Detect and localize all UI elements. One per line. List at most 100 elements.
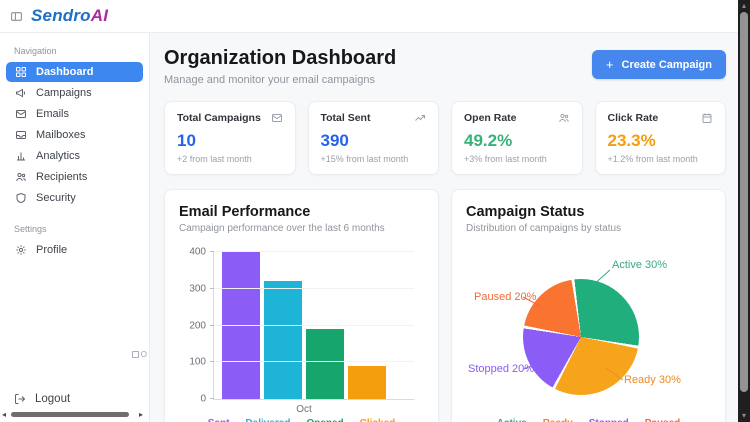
users-icon <box>558 113 569 123</box>
legend-item-active: Active <box>497 418 527 422</box>
create-campaign-button[interactable]: + Create Campaign <box>591 50 726 79</box>
charts-row: Email Performance Campaign performance o… <box>164 189 726 422</box>
logout-label: Logout <box>35 393 71 405</box>
y-tick-label: 300 <box>189 283 206 295</box>
sidebar-item-analytics[interactable]: Analytics <box>6 146 143 166</box>
sidebar-item-security[interactable]: Security <box>6 188 143 208</box>
y-tick-mark <box>210 251 214 252</box>
sidebar-item-label: Analytics <box>36 150 81 162</box>
sidebar-item-label: Campaigns <box>36 87 92 99</box>
legend-item-stopped: Stopped <box>589 418 629 422</box>
legend-item-opened: Opened <box>306 418 343 422</box>
sidebar-toggle-icon[interactable] <box>10 10 23 23</box>
stat-value: 390 <box>320 131 349 150</box>
stats-row: Total Campaigns 10 +2 from last month To… <box>164 101 726 175</box>
x-axis-label: Oct <box>296 404 312 415</box>
y-tick-label: 200 <box>189 320 206 331</box>
app-logo[interactable]: SendroAI <box>31 6 108 26</box>
pie-chart-legend: Active Ready Stopped Paused <box>466 418 711 422</box>
bar-chart-legend: Sent Delivered Opened Clicked <box>179 418 424 422</box>
stat-card-open-rate: Open Rate 49.2% +3% from last month <box>451 101 583 175</box>
bar-plot: Oct 0 100 200 300 400 <box>189 247 414 415</box>
pie-label-ready: Ready 30% <box>624 374 681 386</box>
pie-label-stopped: Stopped 20% <box>468 363 535 375</box>
trending-up-icon <box>415 115 425 121</box>
campaign-status-card: Campaign Status Distribution of campaign… <box>451 189 726 422</box>
stat-delta: +15% from last month <box>320 154 409 164</box>
stat-value: 10 <box>177 131 196 150</box>
legend-item-paused: Paused <box>645 418 681 422</box>
grid-icon <box>16 67 26 77</box>
settings-section-label: Settings <box>14 224 47 234</box>
shield-icon <box>16 192 26 204</box>
main-content: Organization Dashboard Manage and monito… <box>150 33 738 422</box>
stat-value: 23.3% <box>607 131 656 150</box>
y-tick-mark <box>210 324 214 326</box>
horizontal-scrollbar: ◂ ▸ <box>0 410 145 419</box>
y-tick-mark <box>210 398 214 399</box>
legend-item-sent: Sent <box>208 418 230 422</box>
sidebar-item-label: Security <box>36 192 76 204</box>
y-tick-mark <box>210 287 214 289</box>
gridline <box>214 361 414 363</box>
logout-button[interactable]: Logout <box>14 393 70 405</box>
scroll-down-icon[interactable]: ▾ <box>741 411 746 420</box>
logo-prefix: Sendro <box>31 6 91 25</box>
pie-label-paused: Paused 20% <box>474 291 537 303</box>
page-title: Organization Dashboard <box>164 47 397 69</box>
page-header: Organization Dashboard Manage and monito… <box>164 46 726 86</box>
sidebar-item-mailboxes[interactable]: Mailboxes <box>6 125 143 145</box>
sidebar-item-recipients[interactable]: Recipients <box>6 167 143 187</box>
legend-item-delivered: Delivered <box>245 418 290 422</box>
gridline <box>214 251 414 252</box>
stat-card-total-sent: Total Sent 390 +15% from last month <box>307 101 439 175</box>
gear-icon <box>16 245 26 255</box>
horizontal-scrollbar-thumb[interactable] <box>11 412 130 417</box>
bar-clicked <box>348 366 386 399</box>
sidebar-item-emails[interactable]: Emails <box>6 104 143 124</box>
stat-label: Total Sent <box>320 112 371 124</box>
bar-opened <box>306 329 344 399</box>
bar-delivered <box>264 281 302 399</box>
y-tick-label: 100 <box>189 356 206 368</box>
sidebar-item-label: Emails <box>36 108 70 120</box>
chart-title: Campaign Status <box>466 204 585 220</box>
stat-label: Click Rate <box>607 112 659 124</box>
stat-value: 49.2% <box>464 131 513 150</box>
page-subtitle: Manage and monitor your email campaigns <box>164 74 375 86</box>
gridline <box>214 287 414 289</box>
vertical-scrollbar: ▴ ▾ <box>738 0 750 422</box>
create-campaign-label: Create Campaign <box>621 58 712 71</box>
inbox-icon <box>16 131 26 139</box>
pie-leader-lines <box>522 269 624 381</box>
fragment-text: O <box>140 350 147 359</box>
nav-section-label: Navigation <box>14 46 57 56</box>
vertical-scrollbar-thumb[interactable] <box>740 12 748 392</box>
unknown-fragment: O <box>131 350 147 359</box>
scroll-right-icon[interactable]: ▸ <box>138 410 143 419</box>
sidebar-item-campaigns[interactable]: Campaigns <box>6 83 143 103</box>
stat-label: Total Campaigns <box>177 112 261 124</box>
plus-icon: + <box>605 57 614 72</box>
sidebar-item-profile[interactable]: Profile <box>6 240 143 260</box>
bar-chart-icon <box>17 152 25 161</box>
stat-card-click-rate: Click Rate 23.3% +1.2% from last month <box>594 101 726 175</box>
scroll-up-icon[interactable]: ▴ <box>741 1 746 10</box>
stat-card-total-campaigns: Total Campaigns 10 +2 from last month <box>164 101 296 175</box>
chart-subtitle: Campaign performance over the last 6 mon… <box>179 223 385 234</box>
envelope-icon <box>16 110 26 118</box>
pie-circle <box>523 279 639 395</box>
square-icon <box>131 351 139 358</box>
legend-item-ready: Ready <box>543 418 573 422</box>
pie-chart: Active 30% Ready 30% Stopped 20% Paused 20% <box>466 242 711 412</box>
sidebar-item-label: Mailboxes <box>36 129 86 141</box>
gridline <box>214 324 414 326</box>
stat-delta: +3% from last month <box>464 154 547 164</box>
sidebar-item-dashboard[interactable]: Dashboard <box>6 62 143 82</box>
chart-subtitle: Distribution of campaigns by status <box>466 223 622 234</box>
scroll-left-icon[interactable]: ◂ <box>2 410 7 419</box>
megaphone-icon <box>16 88 25 98</box>
logo-suffix: AI <box>90 6 109 25</box>
redacted-area <box>4 319 144 367</box>
